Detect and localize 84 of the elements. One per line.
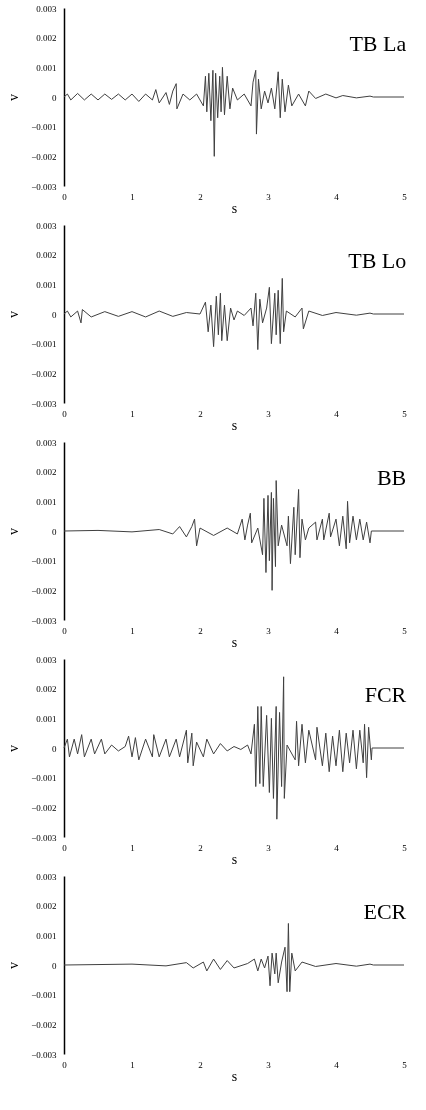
y-tick-label: 0: [52, 92, 57, 103]
text: TB Lo: [348, 248, 407, 273]
y-tick-label: −0.002: [31, 585, 57, 596]
x-tick-label: 1: [130, 408, 135, 419]
x-axis-title: s: [231, 634, 238, 650]
text: BB: [376, 465, 407, 490]
x-tick-label: 3: [266, 625, 272, 636]
y-axis-title: v: [6, 528, 22, 535]
x-tick-label: 4: [334, 191, 340, 202]
y-tick-label: 0.001: [36, 496, 57, 507]
y-tick-label: −0.002: [31, 1019, 57, 1030]
y-tick-label: 0.003: [36, 654, 57, 665]
y-tick-label: 0.002: [36, 684, 57, 695]
x-axis-title: s: [231, 1068, 238, 1084]
y-tick-label: 0.002: [36, 901, 57, 912]
x-tick-label: 4: [334, 842, 340, 853]
y-tick-label: −0.001: [31, 773, 57, 784]
x-tick-label: 0: [62, 1059, 68, 1070]
y-tick-label: 0.001: [36, 930, 57, 941]
x-tick-label: 0: [62, 191, 68, 202]
line-series: [63, 676, 405, 820]
x-tick-label: 1: [130, 842, 135, 853]
y-tick-label: −0.001: [31, 339, 57, 350]
x-tick-label: 5: [402, 625, 408, 636]
y-tick-label: 0.002: [36, 33, 57, 44]
x-tick-label: 5: [402, 1059, 408, 1070]
x-tick-label: 5: [402, 191, 408, 202]
y-tick-label: −0.003: [31, 1049, 57, 1060]
x-tick-label: 4: [334, 408, 340, 419]
x-tick-label: 4: [334, 625, 340, 636]
y-tick-label: 0.002: [36, 467, 57, 478]
text: ECR: [363, 899, 407, 924]
y-tick-label: −0.002: [31, 368, 57, 379]
text: TB La: [349, 31, 407, 56]
y-tick-label: −0.002: [31, 802, 57, 813]
y-tick-label: −0.003: [31, 398, 57, 409]
x-axis-title: s: [231, 851, 238, 867]
y-tick-label: −0.003: [31, 615, 57, 626]
x-tick-label: 4: [334, 1059, 340, 1070]
y-tick-label: 0.001: [36, 279, 57, 290]
y-tick-label: 0.003: [36, 871, 57, 882]
y-axis-title: v: [6, 962, 22, 969]
y-axis-title: v: [6, 311, 22, 318]
x-tick-label: 0: [62, 408, 68, 419]
x-tick-label: 0: [62, 625, 68, 636]
x-tick-label: 2: [198, 625, 203, 636]
x-tick-label: 2: [198, 191, 203, 202]
y-tick-label: −0.003: [31, 832, 57, 843]
y-tick-label: 0.003: [36, 220, 57, 231]
y-tick-label: 0.001: [36, 713, 57, 724]
x-tick-label: 1: [130, 1059, 135, 1070]
x-tick-label: 0: [62, 842, 68, 853]
text: FCR: [364, 682, 407, 707]
y-axis-title: v: [6, 745, 22, 752]
x-tick-label: 3: [266, 1059, 272, 1070]
y-tick-label: 0: [52, 526, 57, 537]
x-tick-label: 5: [402, 842, 408, 853]
x-tick-label: 2: [198, 408, 203, 419]
y-axis-title: v: [6, 94, 22, 101]
y-tick-label: 0: [52, 960, 57, 971]
y-tick-label: −0.002: [31, 151, 57, 162]
x-tick-label: 3: [266, 408, 272, 419]
y-tick-label: 0: [52, 309, 57, 320]
y-tick-label: 0.003: [36, 437, 57, 448]
x-axis-title: s: [231, 417, 238, 433]
y-tick-label: 0.003: [36, 3, 57, 14]
x-tick-label: 2: [198, 1059, 203, 1070]
y-tick-label: −0.003: [31, 181, 57, 192]
line-series: [63, 277, 405, 351]
line-series: [63, 66, 405, 157]
x-tick-label: 1: [130, 625, 135, 636]
y-tick-label: 0: [52, 743, 57, 754]
line-series: [63, 922, 405, 993]
x-tick-label: 3: [266, 842, 272, 853]
x-tick-label: 5: [402, 408, 408, 419]
y-tick-label: −0.001: [31, 556, 57, 567]
y-tick-label: −0.001: [31, 990, 57, 1001]
x-axis-title: s: [231, 200, 238, 216]
y-tick-label: 0.001: [36, 62, 57, 73]
x-tick-label: 3: [266, 191, 272, 202]
x-tick-label: 1: [130, 191, 135, 202]
y-tick-label: 0.002: [36, 250, 57, 261]
y-tick-label: −0.001: [31, 122, 57, 133]
x-tick-label: 2: [198, 842, 203, 853]
